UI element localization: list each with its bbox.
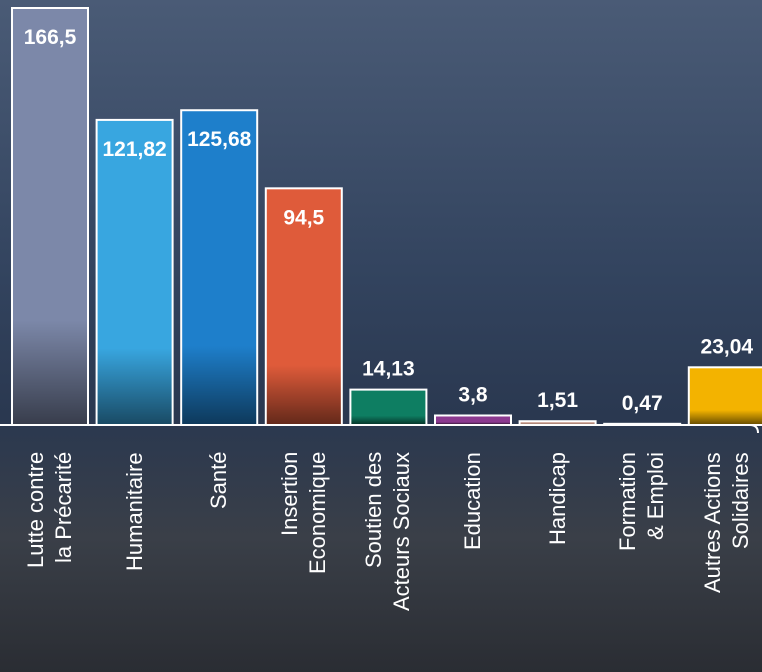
category-label: Lutte contre la Précarité (22, 452, 78, 667)
baseline (0, 425, 758, 433)
chart: 166,5 121,82 125,68 94,5 14,13 3,8 1,51 0,47 23,… (0, 0, 762, 672)
bar-shade (13, 9, 87, 424)
category-label: Insertion Economique (276, 452, 332, 667)
bar-shade (351, 391, 425, 424)
value-label: 23,04 (701, 335, 754, 358)
category-label: Santé (205, 452, 233, 667)
bar-shade (182, 111, 256, 424)
bar-shade (436, 416, 510, 424)
category-label: Humanitaire (121, 452, 149, 667)
bar-shade (690, 368, 762, 424)
category-label: Handicap (544, 452, 572, 667)
value-label: 14,13 (362, 358, 415, 381)
value-label: 166,5 (24, 26, 77, 49)
value-label: 94,5 (283, 206, 324, 229)
bar (604, 424, 680, 425)
value-label: 121,82 (102, 138, 166, 161)
bar-shade (98, 121, 172, 424)
category-label: Formation & Emploi (614, 452, 670, 667)
value-label: 3,8 (458, 383, 488, 406)
bar-shade (521, 422, 595, 424)
category-label: Education (459, 452, 487, 667)
category-label: Autres Actions Solidaires (699, 452, 755, 667)
value-label: 1,51 (537, 389, 578, 412)
category-label: Soutien des Acteurs Sociaux (360, 452, 416, 667)
value-label: 125,68 (187, 128, 252, 151)
value-label: 0,47 (622, 392, 663, 415)
